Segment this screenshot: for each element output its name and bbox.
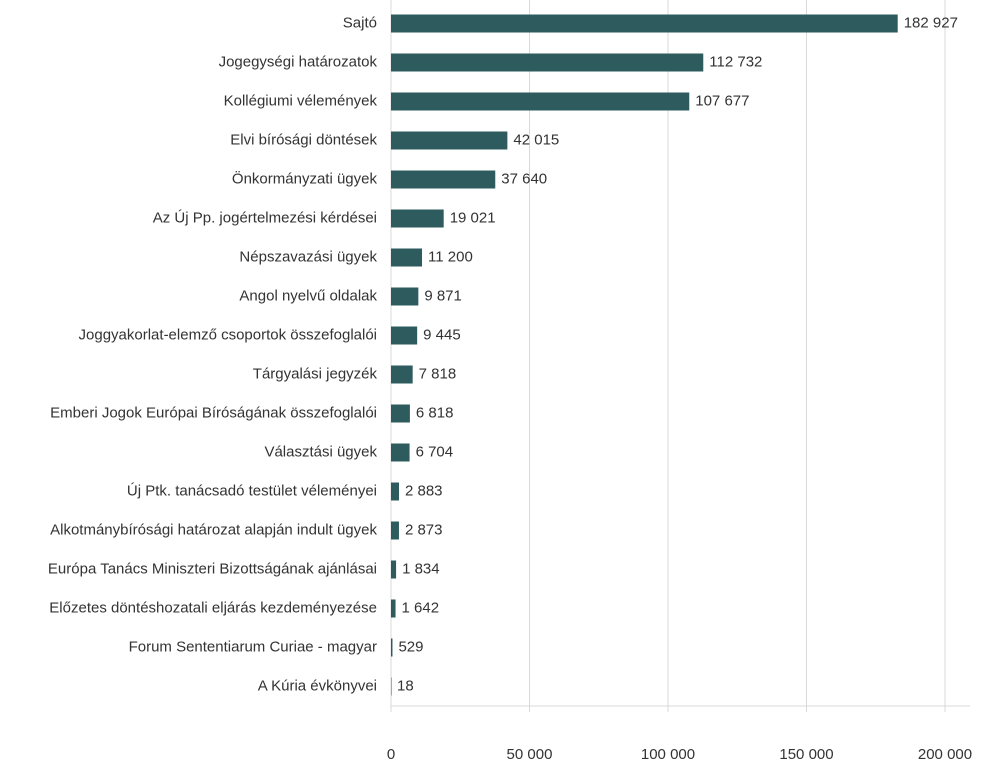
category-label: Tárgyalási jegyzék (253, 365, 378, 382)
value-label: 9 445 (423, 326, 461, 343)
category-label: Sajtó (343, 14, 377, 31)
category-label: Új Ptk. tanácsadó testület véleményei (127, 482, 377, 499)
value-label: 37 640 (501, 170, 547, 187)
value-label: 18 (397, 677, 414, 694)
bar (391, 92, 690, 111)
value-label: 1 834 (402, 560, 440, 577)
x-tick-label: 200 000 (918, 746, 972, 763)
bar (391, 14, 898, 33)
category-label: Az Új Pp. jogértelmezési kérdései (153, 209, 377, 226)
category-label: Forum Sententiarum Curiae - magyar (129, 638, 377, 655)
bar (391, 365, 413, 384)
category-label: Kollégiumi vélemények (224, 92, 378, 109)
value-label: 6 818 (416, 404, 454, 421)
category-label: Népszavazási ügyek (239, 248, 377, 265)
value-label: 2 873 (405, 521, 443, 538)
bar (391, 248, 423, 267)
bar (391, 638, 393, 657)
x-tick-label: 150 000 (779, 746, 833, 763)
value-label: 9 871 (424, 287, 462, 304)
category-label: Választási ügyek (264, 443, 377, 460)
value-label: 1 642 (402, 599, 440, 616)
value-label: 112 732 (709, 53, 762, 70)
bar (391, 326, 418, 345)
bar (391, 560, 397, 579)
bar (391, 170, 496, 189)
value-label: 19 021 (450, 209, 496, 226)
value-label: 6 704 (416, 443, 454, 460)
bar (391, 443, 410, 462)
category-label: Önkormányzati ügyek (232, 169, 378, 187)
value-label: 7 818 (419, 365, 457, 382)
bar (391, 677, 392, 696)
category-label: Előzetes döntéshozatali eljárás kezdemén… (49, 599, 377, 616)
x-tick-label: 100 000 (641, 746, 695, 763)
bar (391, 482, 399, 501)
value-label: 529 (398, 638, 423, 655)
value-label: 2 883 (405, 482, 443, 499)
value-label: 107 677 (695, 92, 749, 109)
category-label: Jogegységi határozatok (219, 53, 378, 70)
bar (391, 599, 396, 618)
category-label: Európa Tanács Miniszteri Bizottságának a… (48, 560, 377, 577)
bar (391, 209, 444, 228)
category-label: Emberi Jogok Európai Bíróságának összefo… (50, 404, 377, 421)
category-label: Angol nyelvű oldalak (239, 287, 377, 304)
bar (391, 287, 419, 306)
bar (391, 404, 410, 423)
value-label: 182 927 (904, 14, 958, 31)
category-label: Elvi bírósági döntések (230, 131, 377, 148)
bar (391, 53, 704, 72)
category-label: A Kúria évkönyvei (258, 677, 377, 694)
value-label: 42 015 (513, 131, 559, 148)
x-tick-label: 0 (387, 746, 395, 763)
value-label: 11 200 (428, 248, 473, 265)
bar (391, 131, 508, 150)
category-label: Alkotmánybírósági határozat alapján indu… (50, 521, 377, 538)
category-label: Joggyakorlat-elemző csoportok összefogla… (79, 326, 377, 343)
bar (391, 521, 399, 540)
x-tick-label: 50 000 (507, 746, 553, 763)
